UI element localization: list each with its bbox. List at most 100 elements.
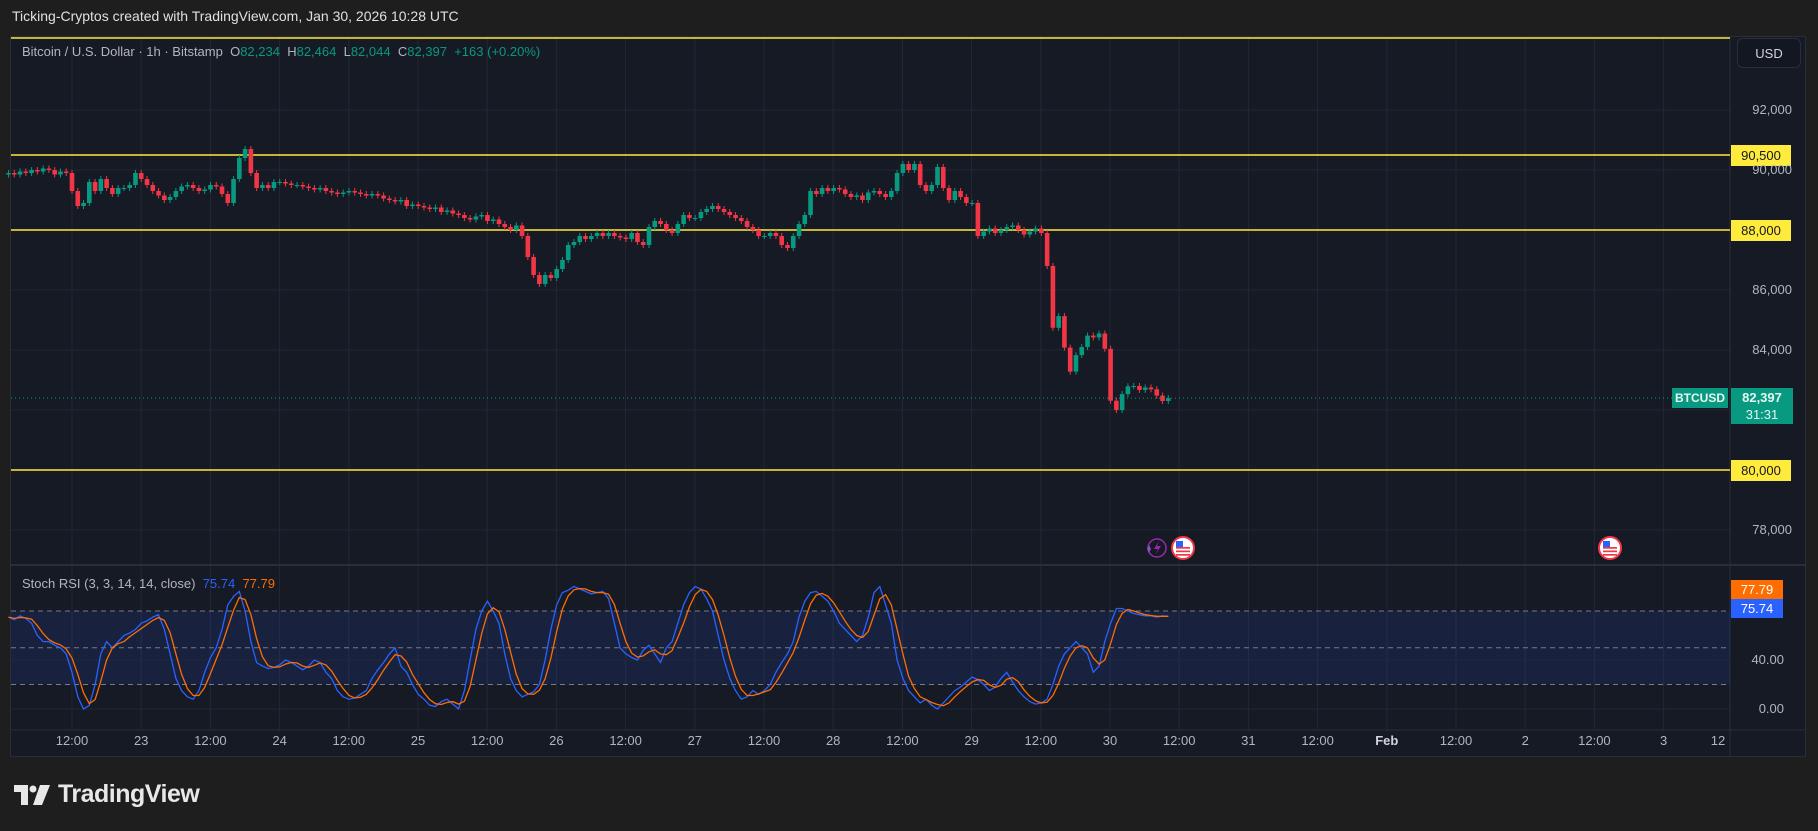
candle-down — [848, 194, 854, 197]
us-flag-stripe — [1176, 547, 1190, 549]
candle-down — [1044, 233, 1050, 266]
candle-up — [554, 269, 559, 278]
candle-up — [167, 197, 173, 200]
us-flag-stripe — [1603, 550, 1617, 553]
candle-up — [987, 228, 992, 232]
candle-down — [352, 191, 358, 193]
candle-up — [1085, 335, 1090, 347]
candle-down — [265, 185, 271, 188]
us-flag-stripe — [1603, 554, 1617, 556]
candle-down — [52, 170, 57, 175]
candle-up — [1096, 333, 1102, 338]
horizontal-line-label[interactable]: 90,500 — [1731, 145, 1791, 166]
candle-up — [681, 215, 686, 224]
time-axis-label: 23 — [133, 733, 149, 748]
candle-down — [496, 219, 502, 224]
candle-down — [35, 170, 40, 172]
chart-frame[interactable] — [10, 36, 1806, 757]
candle-down — [877, 191, 883, 194]
candle-down — [196, 188, 202, 191]
candle-down — [739, 218, 744, 221]
stoch-rsi-legend[interactable]: Stoch RSI (3, 3, 14, 14, close) 75.74 77… — [22, 576, 275, 591]
candle-up — [179, 186, 184, 191]
candle-up — [998, 230, 1004, 233]
stoch-rsi-title: Stoch RSI (3, 3, 14, 14, close) — [22, 576, 196, 591]
time-axis-label: 12:00 — [747, 733, 781, 748]
candle-up — [29, 170, 34, 173]
price-axis-label: 92,000 — [1752, 102, 1792, 117]
currency-button[interactable]: USD — [1737, 38, 1801, 68]
candle-down — [438, 207, 444, 212]
symbol-title[interactable]: Bitcoin / U.S. Dollar · 1h · Bitstamp — [22, 44, 223, 59]
candle-up — [242, 149, 248, 158]
candle-down — [335, 192, 340, 194]
tradingview-logo-text: TradingView — [58, 780, 200, 808]
candle-down — [23, 171, 29, 173]
candle-up — [710, 206, 715, 209]
high-label: H — [287, 44, 297, 59]
candle-up — [340, 192, 346, 194]
candle-up — [346, 191, 352, 193]
candle-down — [975, 203, 981, 236]
candle-up — [894, 173, 900, 191]
candle-down — [63, 171, 69, 173]
candle-down — [860, 195, 865, 200]
candle-down — [150, 185, 156, 191]
candle-down — [306, 186, 311, 188]
candle-down — [1015, 225, 1021, 230]
candle-up — [513, 225, 519, 230]
candle-down — [421, 206, 427, 208]
stoch-d-line — [8, 587, 1169, 707]
candle-up — [490, 219, 496, 221]
close-value: 82,397 — [407, 44, 447, 59]
tradingview-logo[interactable]: TradingView — [14, 780, 200, 809]
candle-up — [479, 215, 484, 217]
candle-up — [594, 233, 600, 236]
candle-down — [958, 191, 963, 197]
horizontal-line-label[interactable]: 88,000 — [1731, 220, 1791, 241]
candle-up — [173, 191, 179, 197]
candle-up — [231, 179, 236, 203]
lightning-icon-bolt — [1154, 541, 1161, 555]
low-value: 82,044 — [350, 44, 391, 59]
time-axis-label: 12:00 — [55, 733, 89, 748]
candle-up — [317, 188, 323, 190]
candle-up — [1131, 386, 1136, 387]
candle-up — [121, 188, 127, 189]
tradingview-logo-icon — [14, 784, 50, 805]
candle-down — [940, 167, 946, 188]
candle-up — [767, 233, 773, 236]
candle-up — [790, 236, 796, 248]
candle-down — [1067, 347, 1073, 372]
candle-down — [387, 198, 392, 200]
time-axis-label: 28 — [825, 733, 841, 748]
candle-up — [185, 185, 190, 187]
time-axis-label: 12:00 — [1024, 733, 1058, 748]
candle-down — [213, 185, 219, 187]
candle-down — [917, 164, 923, 185]
candle-up — [473, 216, 479, 220]
stoch-axis-label: 40.00 — [1751, 652, 1784, 667]
horizontal-line-label[interactable]: 80,000 — [1731, 460, 1791, 481]
candle-down — [219, 186, 225, 194]
candle-down — [162, 195, 167, 200]
candle-up — [1010, 225, 1015, 227]
candle-down — [69, 173, 75, 191]
candle-up — [819, 188, 825, 194]
candle-up — [369, 194, 375, 196]
candle-down — [669, 230, 675, 233]
candle-up — [1166, 398, 1171, 401]
chart-caption: Ticking-Cryptos created with TradingView… — [12, 8, 459, 24]
candle-up — [704, 209, 709, 212]
candle-down — [427, 207, 433, 209]
candle-up — [692, 218, 698, 219]
candle-down — [138, 173, 144, 179]
stoch-k-value: 75.74 — [202, 576, 236, 591]
candle-down — [744, 221, 750, 227]
time-axis-label: 31 — [1241, 733, 1256, 748]
candle-down — [190, 185, 196, 188]
candle-down — [531, 257, 536, 275]
time-axis-label: 12:00 — [886, 733, 919, 748]
time-axis-label: 12:00 — [332, 733, 366, 748]
